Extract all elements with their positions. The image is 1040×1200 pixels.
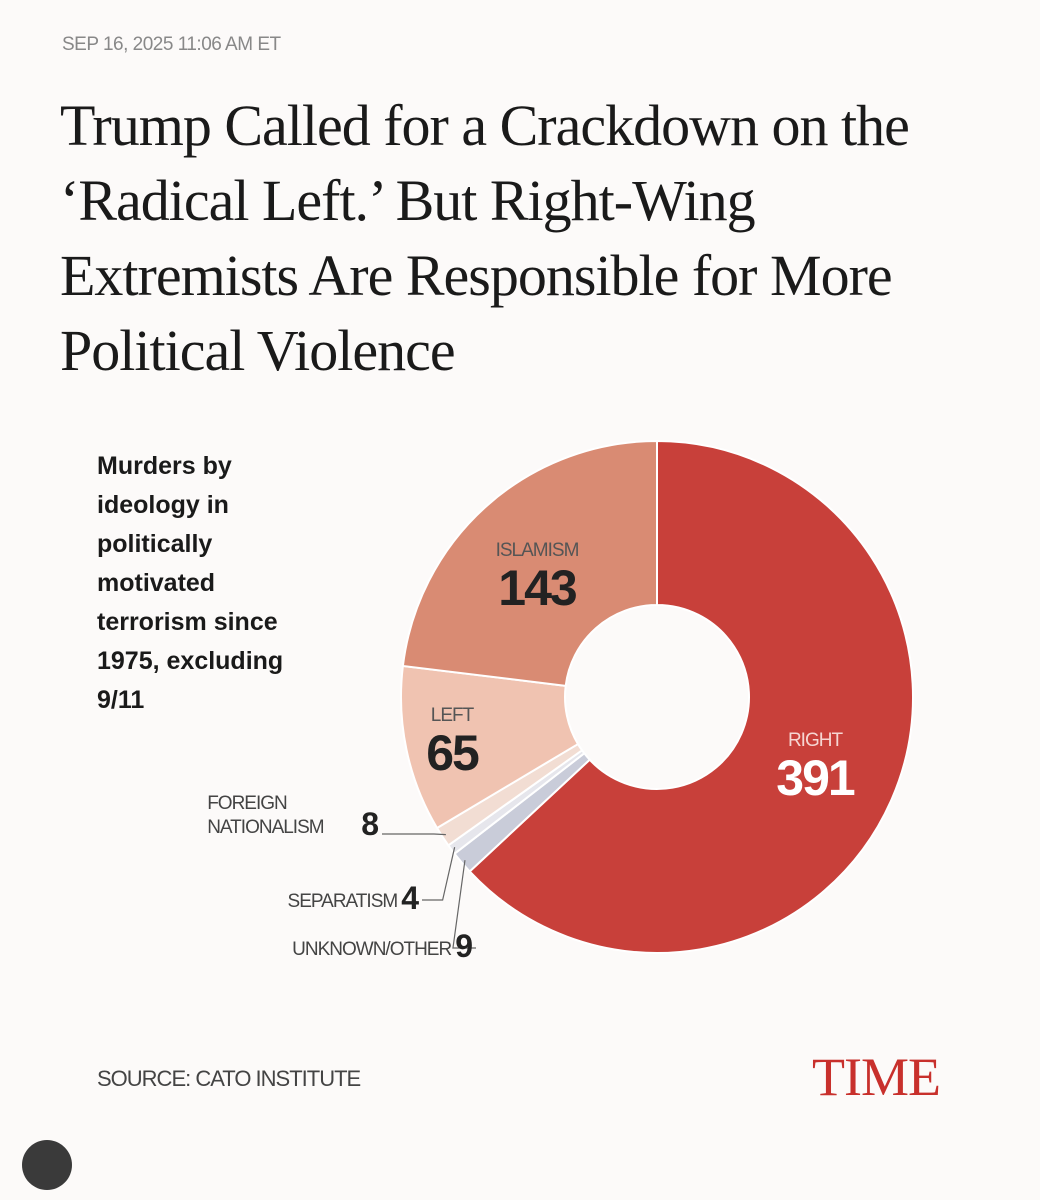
- value-label: 4: [401, 880, 419, 916]
- avatar[interactable]: [22, 1140, 72, 1190]
- chart-description: Murders by ideology in politically motiv…: [97, 452, 284, 714]
- logo: TIME: [812, 1047, 941, 1107]
- slice-label: UNKNOWN/OTHER 9: [292, 928, 473, 964]
- slice-label: ISLAMISM 143: [457, 540, 617, 614]
- value-label: 391: [776, 750, 855, 806]
- category-label: RIGHT: [787, 730, 843, 751]
- slice-label: SEPARATISM 4: [287, 880, 419, 916]
- slice: [468, 439, 914, 954]
- slice-label: RIGHT 391: [735, 730, 895, 804]
- value-label: 8: [361, 806, 379, 842]
- slice: [400, 664, 580, 830]
- leader-line: [422, 847, 456, 901]
- date: SEP 16, 2025 11:06 AM ET: [62, 34, 281, 55]
- slice-label: LEFT 65: [372, 705, 532, 779]
- value-label: 9: [455, 928, 473, 964]
- headline: Trump Called for a Crackdown on the ‘Rad…: [60, 93, 910, 383]
- value-label: 65: [426, 725, 480, 781]
- leader-line: [382, 833, 446, 836]
- category-label: FOREIGN NATIONALISM: [207, 793, 324, 838]
- leader-line: [452, 860, 476, 949]
- slice-label: FOREIGN NATIONALISM 8: [207, 792, 379, 842]
- slice: [401, 439, 658, 687]
- category-label: LEFT: [430, 705, 474, 726]
- category-label: ISLAMISM: [495, 540, 580, 561]
- category-label: SEPARATISM: [287, 891, 399, 912]
- value-label: 143: [498, 560, 577, 616]
- source: SOURCE: CATO INSTITUTE: [97, 1066, 361, 1091]
- category-label: UNKNOWN/OTHER: [292, 939, 452, 960]
